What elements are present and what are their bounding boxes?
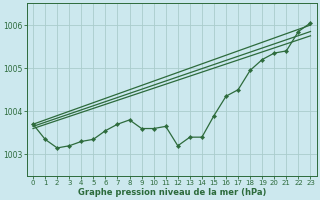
X-axis label: Graphe pression niveau de la mer (hPa): Graphe pression niveau de la mer (hPa)	[77, 188, 266, 197]
